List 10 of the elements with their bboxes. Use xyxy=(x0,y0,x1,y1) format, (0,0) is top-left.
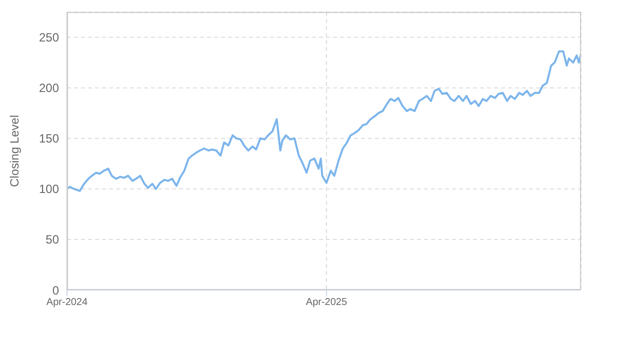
y-tick-label: 200 xyxy=(38,81,60,96)
y-tick-label: 150 xyxy=(38,132,60,146)
line-series xyxy=(67,50,581,192)
y-tick-label: 100 xyxy=(38,182,60,196)
y-tick-label: 250 xyxy=(38,30,60,45)
x-tick-label: Apr-2024 xyxy=(46,297,88,308)
y-tick-label: 50 xyxy=(46,232,60,247)
y-axis-title: Closing Level xyxy=(7,114,22,188)
y-tick-label: 0 xyxy=(52,283,60,298)
x-tick-label: Apr-2025 xyxy=(306,297,348,308)
